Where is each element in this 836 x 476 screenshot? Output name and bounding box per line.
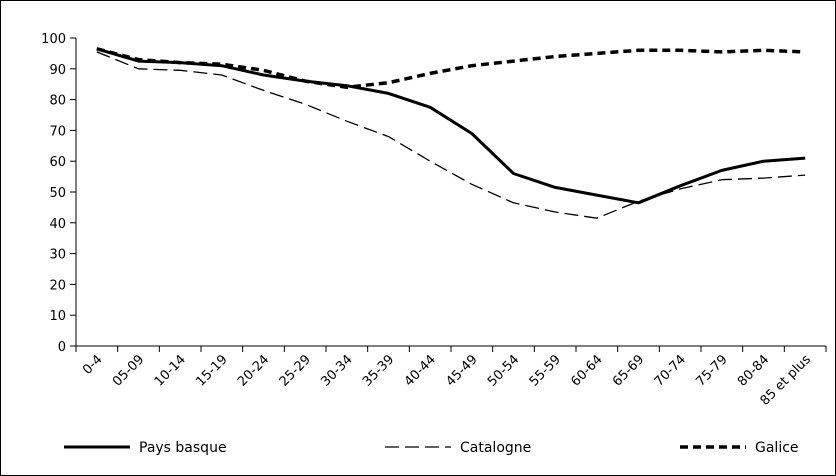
x-tick-label: 35-39 [360, 352, 397, 389]
y-tick-label: 50 [49, 186, 66, 201]
series-line-2 [96, 51, 806, 219]
x-tick-label: 60-64 [568, 352, 605, 389]
y-tick-label: 100 [41, 32, 66, 47]
x-tick-label: 25-29 [277, 352, 314, 389]
y-tick-label: 80 [49, 94, 66, 109]
legend-label-1: Pays basque [139, 440, 227, 456]
x-tick-label: 15-19 [193, 352, 230, 389]
series-line-1 [96, 47, 806, 205]
x-tick-label: 70-74 [652, 352, 689, 389]
y-tick-label: 0 [58, 340, 66, 355]
x-tick-label: 65-69 [610, 352, 647, 389]
x-tick-label: 0-4 [80, 352, 106, 378]
x-tick-label: 10-14 [152, 352, 189, 389]
y-axis: 0 10 20 30 40 50 60 70 80 90 100 [41, 32, 77, 355]
y-tick-label: 70 [49, 124, 66, 139]
y-tick-label: 20 [49, 278, 66, 293]
x-tick-label: 20-24 [235, 352, 272, 389]
legend-label-3: Galice [755, 440, 799, 456]
x-tick-label: 55-59 [527, 352, 564, 389]
series-line-3 [96, 47, 806, 90]
x-tick-label: 50-54 [485, 352, 522, 389]
y-tick-label: 60 [49, 155, 66, 170]
y-tick-label: 40 [49, 217, 66, 232]
x-tick-label: 40-44 [402, 352, 439, 389]
y-tick-label: 90 [49, 63, 66, 78]
y-tick-label: 10 [49, 309, 66, 324]
legend-label-2: Catalogne [460, 440, 531, 456]
x-tick-label: 05-09 [110, 352, 147, 389]
series-layer [96, 47, 806, 219]
x-tick-label: 80-84 [735, 352, 772, 389]
x-axis: 0-4 05-09 10-14 15-19 20-24 25-29 30-34 35-39 40… [75, 345, 827, 409]
legend: Pays basque Catalogne Galice [64, 440, 799, 456]
x-tick-label: 30-34 [318, 352, 355, 389]
x-tick-label: 45-49 [443, 352, 480, 389]
y-tick-label: 30 [49, 248, 66, 263]
x-tick-label: 75-79 [693, 352, 730, 389]
